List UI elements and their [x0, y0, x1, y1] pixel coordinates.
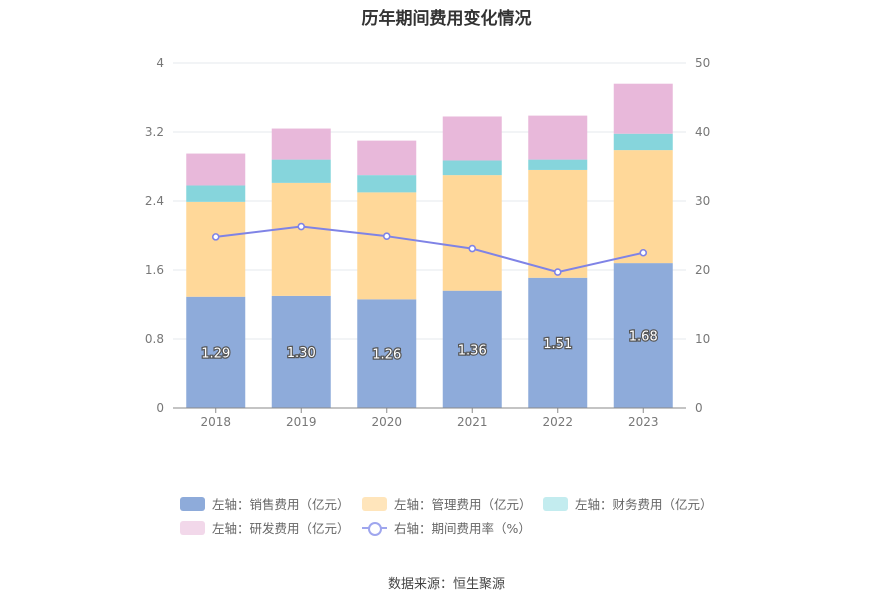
chart-title: 历年期间费用变化情况 — [361, 9, 532, 29]
data-labels: 1.29 1.30 1.26 1.36 1.51 1.68 — [200, 328, 659, 364]
bar-segment — [271, 295, 331, 408]
expense-ratio-point — [211, 233, 220, 241]
bar-segment — [442, 116, 502, 161]
bar-segment — [357, 175, 417, 193]
legend-item-admin-expense[interactable]: 左轴：管理费用（亿元） — [362, 494, 532, 513]
expense-ratio-line — [215, 225, 644, 274]
x-axis-tick-label: 2018 — [200, 415, 231, 429]
bar-segment — [613, 133, 673, 151]
right-axis-tick-label: 50 — [695, 56, 710, 70]
bar-segment — [442, 160, 502, 176]
bar-segment — [442, 290, 502, 408]
right-axis-tick-label: 30 — [695, 194, 710, 208]
legend-label-finance: 左轴：财务费用（亿元） — [575, 497, 713, 512]
legend-line-marker-icon — [362, 521, 387, 536]
bar-value-label: 1.36 — [458, 343, 487, 358]
line-series — [211, 222, 648, 276]
bar-segment — [613, 263, 673, 408]
bar-segment — [271, 159, 331, 183]
bar-series — [186, 83, 673, 408]
left-axis-tick-label: 2.4 — [145, 194, 164, 208]
legend-label-rd: 左轴：研发费用（亿元） — [212, 521, 350, 536]
bar-segment — [357, 299, 417, 408]
x-axis-tick-label: 2020 — [371, 415, 402, 429]
bar-value-label: 1.26 — [372, 348, 401, 363]
expense-ratio-point — [297, 222, 306, 231]
right-axis-tick-label: 20 — [695, 263, 710, 277]
bar-segment — [613, 150, 673, 264]
bar-segment — [357, 140, 417, 176]
bar-segment — [442, 175, 502, 291]
bar-value-label: 1.30 — [287, 346, 316, 361]
bar-segment — [186, 201, 246, 297]
bar-segment — [271, 128, 331, 160]
expense-ratio-point — [553, 268, 562, 276]
left-axis-tick-label: 0 — [156, 401, 164, 415]
expense-ratio-point — [639, 248, 648, 257]
bar-value-label: 1.51 — [543, 337, 572, 352]
bar-segment — [186, 185, 246, 202]
bar-segment — [271, 182, 331, 296]
legend-label-ratio: 右轴：期间费用率（%） — [394, 521, 531, 536]
legend-swatch-rd — [180, 520, 205, 535]
bar-segment — [528, 115, 588, 160]
legend-label-admin: 左轴：管理费用（亿元） — [394, 497, 532, 512]
left-axis-tick-label: 4 — [156, 56, 164, 70]
legend-item-expense-ratio[interactable]: 右轴：期间费用率（%） — [362, 518, 531, 537]
left-axis-tick-label: 3.2 — [145, 125, 164, 139]
grid-lines — [173, 62, 686, 340]
bar-value-label: 1.68 — [629, 330, 658, 345]
bar-segment — [528, 277, 588, 408]
right-axis-tick-label: 40 — [695, 125, 710, 139]
axes: 0 0 0.8 10 1.6 20 2.4 30 3.2 40 4 50 2018 2019 2020 202… — [145, 56, 710, 429]
right-axis-tick-label: 10 — [695, 332, 710, 346]
bar-segment — [528, 159, 588, 170]
bar-segment — [186, 296, 246, 408]
x-axis-tick-label: 2023 — [628, 415, 659, 429]
bar-segment — [357, 192, 417, 300]
left-axis-tick-label: 0.8 — [145, 332, 164, 346]
expense-ratio-point — [382, 232, 391, 240]
legend-label-sales: 左轴：销售费用（亿元） — [212, 497, 350, 512]
legend-item-finance-expense[interactable]: 左轴：财务费用（亿元） — [543, 494, 713, 513]
left-axis-tick-label: 1.6 — [145, 263, 164, 277]
legend-swatch-finance — [543, 496, 568, 511]
legend-item-sales-expense[interactable]: 左轴：销售费用（亿元） — [180, 494, 350, 513]
x-axis-tick-label: 2022 — [542, 415, 573, 429]
data-source-footer: 数据来源：恒生聚源 — [387, 577, 505, 592]
x-axis-tick-label: 2019 — [286, 415, 317, 429]
expense-ratio-point — [468, 244, 477, 253]
legend-item-rd-expense[interactable]: 左轴：研发费用（亿元） — [180, 518, 350, 537]
bar-value-label: 1.29 — [201, 346, 230, 361]
x-axis-tick-label: 2021 — [457, 415, 488, 429]
right-axis-tick-label: 0 — [695, 401, 703, 415]
bar-segment — [528, 169, 588, 278]
legend-swatch-sales — [180, 496, 205, 511]
bar-segment — [613, 83, 673, 134]
bar-segment — [186, 153, 246, 186]
legend-swatch-admin — [362, 496, 387, 511]
